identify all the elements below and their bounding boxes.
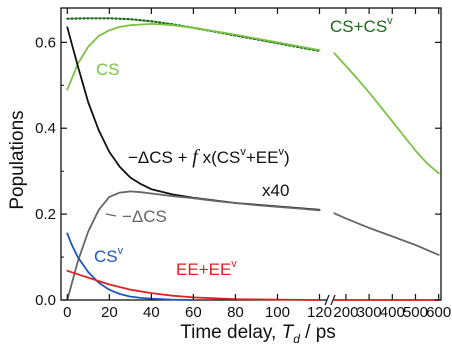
series-1-line-left (66, 22, 321, 91)
x-tick-label-11: 600 (426, 304, 451, 321)
annotation-sum-sup1: v (240, 146, 246, 158)
series-0-line-left (66, 17, 321, 53)
x-tick-label-8: 300 (357, 304, 382, 321)
annotation-sum-a: −ΔCS + (128, 148, 192, 167)
annotation-sum-b: x(CS (198, 148, 241, 167)
y-tick-label-1: 0.2 (35, 206, 56, 223)
x-tick-label-2: 40 (143, 304, 160, 321)
x-tick-label-0: 0 (63, 304, 71, 321)
ticks-layer: 0.0 0.2 0.4 0.6 0 20 40 60 80 100 120 2003004005006… (35, 8, 451, 321)
annotation-delta-cs: −ΔCS (122, 207, 167, 226)
annotation-cs-cs-v-sup: v (387, 15, 393, 27)
y-tick-label-3: 0.6 (35, 34, 56, 51)
annotation-cs-v-text: CS (94, 247, 118, 266)
annotation-cs-cs-v: CS+CSv (330, 15, 393, 36)
axis-break-slash-2 (330, 294, 336, 306)
annotation-sum: −ΔCS + f x(CSv+EEv) (128, 146, 290, 168)
series-3-line-right (333, 212, 440, 256)
annotation-x40: x40 (262, 181, 289, 200)
x-axis-label-unit: / ps (300, 322, 336, 343)
annotation-ee: EE+EEv (176, 258, 237, 279)
x-axis-label: Time delay, Td / ps (180, 322, 336, 346)
x-tick-label-7: 200 (333, 304, 358, 321)
annotation-sum-f: f (192, 146, 200, 168)
x-axis-label-var: T (282, 322, 295, 343)
x-tick-label-4: 80 (227, 304, 244, 321)
x-axis-label-text: Time delay, (180, 322, 281, 343)
annotation-ee-sup: v (231, 258, 237, 270)
annotation-cs-v-sup: v (118, 245, 124, 257)
x-tick-label-3: 60 (185, 304, 202, 321)
series-layer (66, 17, 440, 301)
y-axis-label: Populations (7, 110, 28, 209)
axis-break-gap (327, 295, 335, 305)
annotation-sum-d: ) (284, 148, 290, 167)
axis-break-slash-1 (324, 294, 330, 306)
annotation-ee-text: EE+EE (176, 260, 231, 279)
annotation-sum-sup2: v (278, 146, 284, 158)
x-tick-label-9: 400 (380, 304, 405, 321)
series-5-line-left (66, 269, 321, 301)
y-tick-label-0: 0.0 (35, 292, 56, 309)
series-1-line-right (333, 52, 440, 175)
annotation-cs-v: CSv (94, 245, 124, 266)
x-tick-label-6: 120 (307, 304, 332, 321)
series-4-line-left (66, 232, 195, 301)
x-tick-label-1: 20 (101, 304, 118, 321)
x-tick-label-10: 500 (403, 304, 428, 321)
annotation-cs-cs-v-text: CS+CS (330, 17, 387, 36)
annotation-sum-c: +EE (246, 148, 279, 167)
annotation-cs: CS (96, 60, 120, 79)
annotation-delta-cs-leader (105, 213, 117, 217)
y-tick-label-2: 0.4 (35, 120, 56, 137)
x-tick-label-5: 100 (265, 304, 290, 321)
series-3-line-left (66, 190, 321, 301)
x-axis-label-sub: d (293, 332, 300, 346)
